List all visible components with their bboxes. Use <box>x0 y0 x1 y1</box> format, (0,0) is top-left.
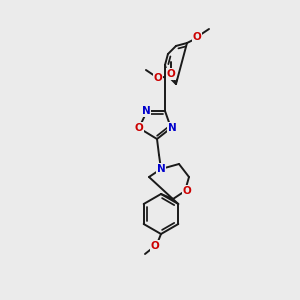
Text: O: O <box>154 73 162 83</box>
Text: O: O <box>183 186 191 196</box>
Text: O: O <box>193 32 201 42</box>
Text: N: N <box>142 106 150 116</box>
Text: O: O <box>151 241 159 251</box>
Text: O: O <box>167 69 176 79</box>
Text: N: N <box>157 164 165 174</box>
Text: O: O <box>135 123 143 133</box>
Text: N: N <box>168 123 176 133</box>
